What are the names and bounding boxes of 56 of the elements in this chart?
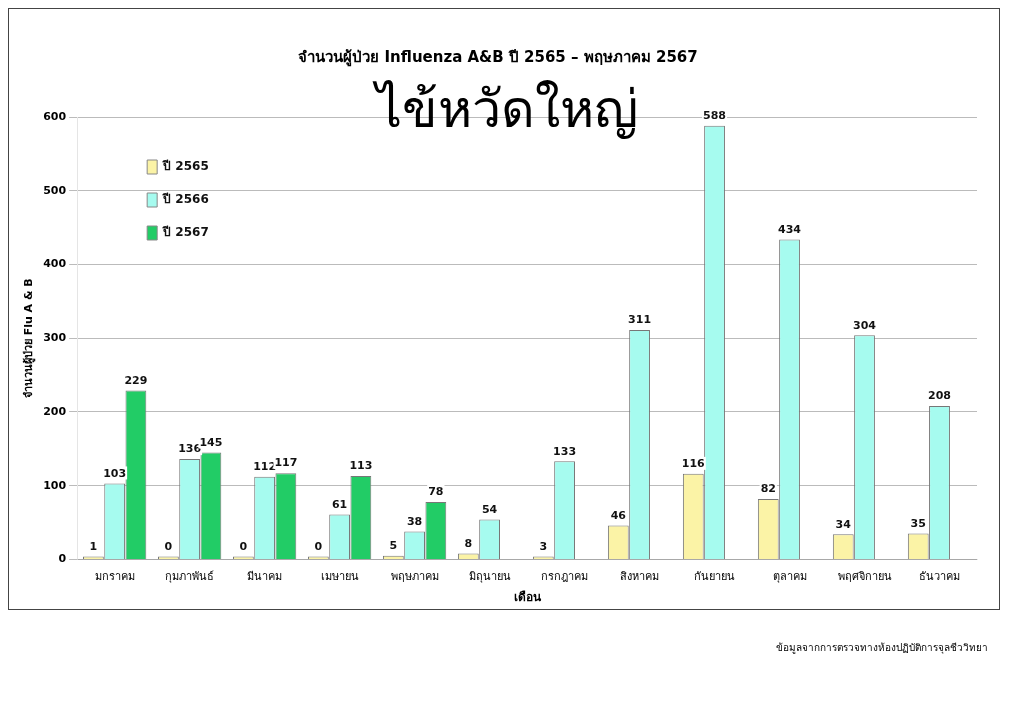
data-label: 34 — [835, 517, 852, 531]
data-label: 78 — [428, 485, 444, 499]
data-label: 0 — [314, 539, 323, 553]
legend-label: ปี 2565 — [162, 159, 209, 174]
data-label: 0 — [239, 539, 248, 553]
y-tick-label: 300 — [43, 331, 67, 345]
data-label: 8 — [464, 536, 473, 550]
x-tick-label: กรกฎาคม — [541, 569, 589, 583]
chart-title: จำนวนผู้ป่วย Influenza A&B ปี 2565 – พฤษภาคม 2567 — [298, 47, 698, 67]
text: ข้อมูลจากการตรวจทางห้องปฏิบัติการจุลชีววิทยา — [775, 641, 988, 655]
data-label: 116 — [681, 457, 706, 471]
data-label: 112 — [253, 460, 277, 474]
legend-label: ปี 2566 — [162, 192, 209, 207]
x-tick-label: ธันวาคม — [919, 569, 961, 583]
data-label: 208 — [928, 389, 951, 403]
data-label: 1 — [89, 539, 98, 553]
data-label: 588 — [703, 109, 727, 123]
data-label: 229 — [124, 373, 148, 387]
data-label: 46 — [610, 508, 627, 522]
y-tick-label: 400 — [43, 257, 67, 271]
data-label: 311 — [628, 313, 652, 327]
data-label: 82 — [760, 482, 776, 496]
x-tick-label: พฤษภาคม — [390, 569, 439, 583]
data-label: 5 — [389, 539, 398, 553]
data-label: 35 — [910, 516, 926, 530]
data-label: 0 — [164, 539, 173, 553]
data-label: 113 — [349, 459, 373, 473]
data-label: 136 — [178, 442, 202, 456]
x-tick-label: กันยายน — [694, 569, 736, 583]
x-tick-label: มกราคม — [94, 569, 135, 583]
y-tick-label: 100 — [43, 478, 67, 492]
y-tick-label: 600 — [43, 109, 67, 123]
data-label: 3 — [539, 539, 548, 553]
data-label: 304 — [853, 318, 877, 332]
x-tick-label: พฤศจิกายน — [837, 569, 892, 583]
y-tick-label: 0 — [58, 552, 67, 566]
data-label: 61 — [331, 497, 348, 511]
x-tick-label: ตุลาคม — [772, 569, 807, 583]
x-tick-label: มิถุนายน — [468, 569, 511, 583]
x-tick-label: มีนาคม — [247, 569, 283, 583]
data-label: 434 — [778, 222, 802, 236]
legend-label: ปี 2567 — [162, 225, 209, 240]
x-axis-title: เดือน — [513, 589, 542, 604]
data-label: 133 — [553, 444, 577, 458]
data-label: 54 — [481, 502, 498, 516]
x-tick-label: เมษายน — [320, 569, 359, 583]
y-tick-label: 200 — [43, 404, 67, 418]
y-tick-label: 500 — [43, 183, 67, 197]
data-label: 38 — [406, 514, 423, 528]
y-axis-title: จำนวนผู้ป่วย Flu A & B — [22, 278, 37, 399]
x-tick-label: กุมภาพันธ์ — [165, 569, 215, 583]
annotation: ไข้หวัดใหญ่ — [372, 78, 639, 139]
data-label: 117 — [274, 456, 298, 470]
data-label: 103 — [103, 466, 127, 480]
data-label: 145 — [199, 435, 223, 449]
x-tick-label: สิงหาคม — [620, 569, 660, 583]
